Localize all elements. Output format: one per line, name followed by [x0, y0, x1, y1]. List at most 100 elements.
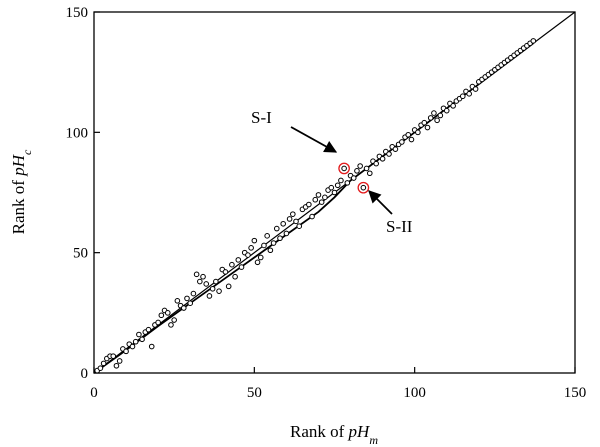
- data-point: [366, 170, 373, 177]
- data-point: [344, 180, 351, 186]
- data-point: [459, 93, 466, 100]
- plot-frame: [93, 11, 576, 374]
- data-point: [248, 245, 254, 251]
- data-point: [472, 86, 479, 92]
- data-point: [434, 117, 440, 124]
- data-point: [229, 261, 235, 268]
- data-point: [286, 216, 293, 222]
- data-point: [155, 319, 161, 326]
- data-point: [354, 168, 360, 174]
- data-point: [273, 225, 280, 232]
- x-tick-label: 50: [247, 385, 262, 401]
- data-point: [309, 213, 315, 220]
- data-point: [203, 281, 210, 287]
- axis-ticks: 0 50 100 150 0 50 100 150: [66, 5, 587, 401]
- data-point: [257, 254, 264, 261]
- data-point: [168, 322, 174, 328]
- data-point: [190, 290, 197, 297]
- data-points: [94, 38, 537, 374]
- data-point: [530, 38, 537, 44]
- data-point: [392, 146, 399, 152]
- data-point: [450, 103, 456, 109]
- data-point: [306, 201, 312, 208]
- data-point: [164, 310, 171, 316]
- data-point: [322, 194, 328, 201]
- data-point: [213, 278, 219, 285]
- data-point: [328, 184, 335, 191]
- y-axis-title: Rank of pHc: [9, 149, 34, 234]
- data-point: [338, 177, 344, 184]
- x-tick-label: 150: [564, 385, 587, 401]
- data-point: [232, 273, 238, 280]
- highlighted-points: [338, 162, 370, 194]
- data-point: [350, 175, 357, 181]
- data-point: [315, 192, 322, 198]
- data-point: [466, 91, 472, 97]
- data-point: [110, 353, 117, 359]
- data-point: [431, 110, 437, 116]
- annotation-arrow: [368, 190, 393, 215]
- data-point: [427, 115, 434, 121]
- data-point: [222, 269, 229, 275]
- data-point: [379, 156, 386, 162]
- highlighted-point: [360, 184, 367, 191]
- data-point: [209, 285, 216, 292]
- data-point: [296, 223, 303, 229]
- data-point: [264, 233, 270, 239]
- data-point: [373, 160, 379, 167]
- data-point: [136, 331, 142, 338]
- annotation-label: S-II: [386, 217, 413, 236]
- data-point: [97, 365, 104, 371]
- data-point: [261, 242, 267, 249]
- data-point: [363, 165, 370, 172]
- y-tick-label: 50: [73, 246, 88, 262]
- data-point: [180, 305, 187, 311]
- data-point: [270, 240, 277, 246]
- annotations: S-I S-II: [251, 108, 413, 236]
- y-tick-label: 0: [81, 366, 89, 382]
- data-point: [318, 199, 325, 205]
- data-point: [116, 358, 123, 364]
- data-point: [132, 338, 139, 345]
- data-point: [408, 136, 415, 143]
- annotation-label: S-I: [251, 108, 272, 127]
- data-point: [129, 343, 136, 350]
- data-point: [334, 182, 341, 189]
- data-point: [171, 317, 177, 323]
- data-point: [174, 298, 181, 304]
- data-point: [216, 288, 222, 294]
- data-point: [139, 336, 145, 343]
- x-axis-title: Rank of pHm: [290, 422, 378, 447]
- data-point: [283, 230, 290, 237]
- data-point: [331, 189, 338, 196]
- data-point: [280, 220, 286, 227]
- data-point: [443, 107, 450, 114]
- data-point: [245, 252, 251, 258]
- data-point: [267, 247, 274, 254]
- data-point: [187, 300, 193, 307]
- data-point: [113, 362, 120, 369]
- data-point: [312, 196, 319, 203]
- data-point: [123, 348, 129, 355]
- x-tick-label: 100: [403, 385, 426, 401]
- data-point: [251, 237, 258, 244]
- data-point: [421, 119, 428, 126]
- data-point: [158, 312, 165, 319]
- data-point: [277, 235, 283, 242]
- data-point: [293, 218, 299, 225]
- data-point: [415, 129, 421, 136]
- data-point: [399, 139, 405, 145]
- data-point: [197, 278, 203, 285]
- data-point: [184, 295, 190, 302]
- data-point: [290, 211, 296, 217]
- data-point: [437, 112, 444, 119]
- data-point: [357, 163, 363, 169]
- data-point: [206, 293, 213, 299]
- y-tick-label: 100: [66, 125, 89, 141]
- x-tick-label: 0: [90, 385, 98, 401]
- data-point: [193, 271, 200, 278]
- data-point: [100, 360, 107, 367]
- data-point: [238, 264, 245, 270]
- data-point: [200, 273, 206, 280]
